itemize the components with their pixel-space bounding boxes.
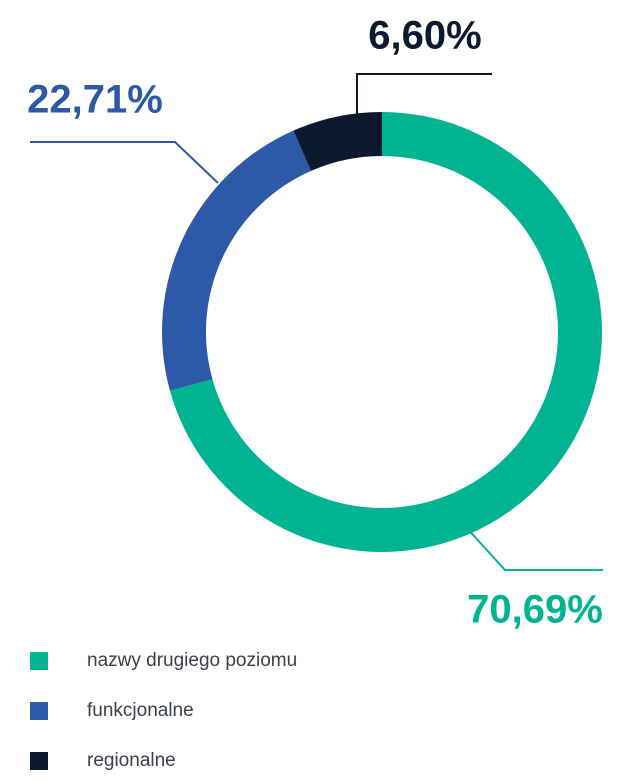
- value-label: 70,69%: [467, 588, 603, 632]
- leader-line: [454, 514, 603, 571]
- donut-slice: [161, 130, 312, 391]
- legend-swatch: [30, 752, 48, 770]
- legend-swatch: [30, 702, 48, 720]
- donut-slice: [293, 112, 382, 171]
- leader-lines: [30, 73, 603, 571]
- leader-line: [356, 73, 492, 120]
- leader-line: [30, 141, 219, 184]
- legend-swatch: [30, 652, 48, 670]
- value-label: 6,60%: [368, 14, 481, 58]
- legend-label: funkcjonalne: [87, 700, 194, 721]
- legend-label: nazwy drugiego poziomu: [87, 650, 297, 671]
- value-label: 22,71%: [27, 78, 163, 122]
- legend-label: regionalne: [87, 750, 176, 771]
